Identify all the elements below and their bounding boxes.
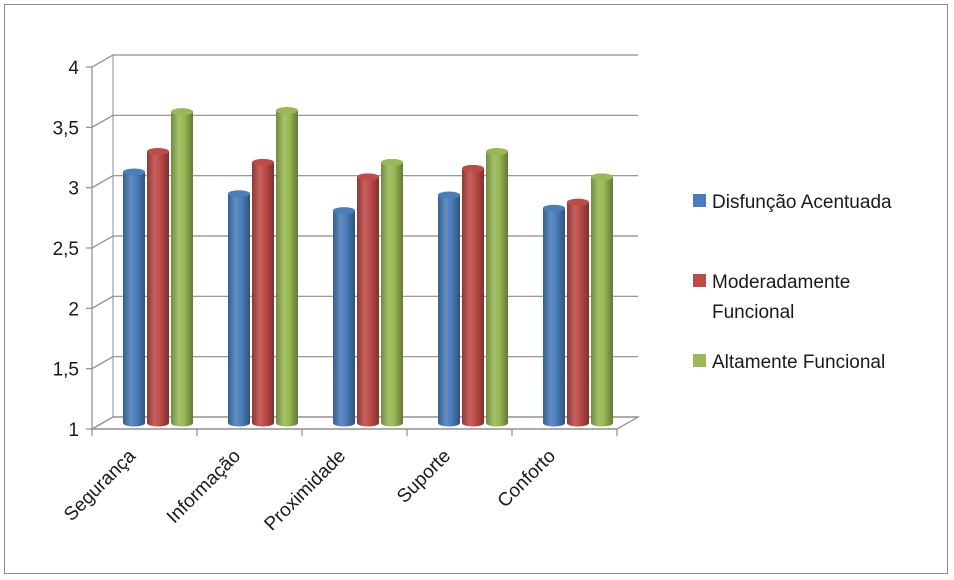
legend-label: Altamente Funcional <box>712 352 885 373</box>
gridline-depth <box>91 54 114 68</box>
y-tick-label: 2 <box>68 299 79 320</box>
legend-item: Moderadamente Funcional <box>693 272 850 323</box>
gridline-depth <box>91 235 114 249</box>
x-category-label: Informação <box>163 446 245 528</box>
bar <box>567 198 589 427</box>
y-tick-label: 3,5 <box>53 118 79 139</box>
legend-label: Moderadamente Funcional <box>712 272 850 323</box>
y-tick-label: 3 <box>68 179 79 200</box>
legend-item: Disfunção Acentuada <box>693 192 892 213</box>
legend: Disfunção Acentuada Moderadamente Funciona… <box>693 192 892 373</box>
bar <box>357 173 379 427</box>
y-tick-label: 1,5 <box>53 360 79 381</box>
bar-chart: 1 1,5 2 2,5 3 3,5 4 Segurança Informação Proximi… <box>53 54 892 536</box>
bar <box>381 158 403 427</box>
gridline-depth <box>91 295 114 309</box>
gridline-depth <box>91 175 114 189</box>
x-category-label: Proximidade <box>261 446 351 536</box>
x-category-label: Suporte <box>393 446 455 508</box>
legend-swatch <box>693 274 706 287</box>
bar <box>147 148 169 427</box>
gridline-depth <box>91 416 114 430</box>
legend-swatch <box>693 194 706 207</box>
bars <box>123 106 613 427</box>
bar <box>591 173 613 427</box>
x-category-label: Conforto <box>494 446 560 512</box>
bar <box>123 168 145 427</box>
y-tick-label: 4 <box>68 58 79 79</box>
bar <box>438 191 460 427</box>
legend-item: Altamente Funcional <box>693 352 885 373</box>
gridline-depth <box>91 356 114 370</box>
y-tick-label: 2,5 <box>53 239 79 260</box>
x-axis-ticks: Segurança Informação Proximidade Suporte Con… <box>60 429 618 536</box>
y-tick-label: 1 <box>68 420 79 441</box>
y-axis-ticks: 1 1,5 2 2,5 3 3,5 4 <box>53 58 92 441</box>
bar <box>333 207 355 427</box>
legend-swatch <box>693 354 706 367</box>
gridline-depth <box>91 114 114 128</box>
bar <box>543 204 565 427</box>
bar <box>486 148 508 427</box>
bar <box>462 164 484 427</box>
legend-label: Disfunção Acentuada <box>712 192 892 213</box>
bar <box>276 106 298 427</box>
bar <box>252 158 274 427</box>
x-category-label: Segurança <box>60 445 140 525</box>
bar <box>171 108 193 427</box>
chart-area: 1 1,5 2 2,5 3 3,5 4 Segurança Informação Proximi… <box>4 4 948 574</box>
bar <box>228 190 250 427</box>
